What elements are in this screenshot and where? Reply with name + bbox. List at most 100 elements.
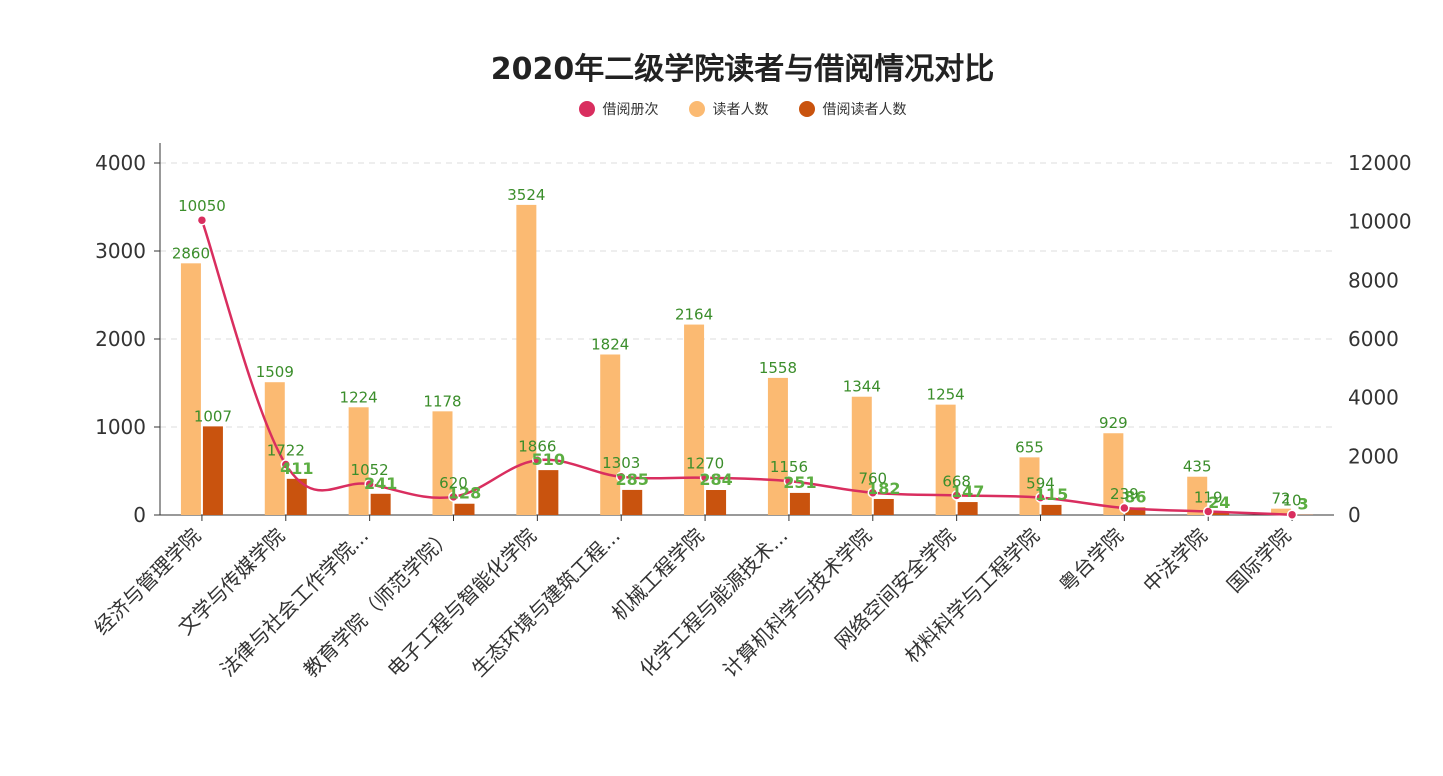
- data-label-reader-count: 1558: [759, 359, 797, 377]
- chart-title: 2020年二级学院读者与借阅情况对比: [490, 52, 995, 87]
- point-borrow-count: [1286, 509, 1298, 520]
- category-label: 法律与社会工作学院...: [215, 524, 373, 682]
- point-borrow-count: [699, 472, 711, 483]
- point-borrow-count: [1119, 502, 1130, 514]
- left-axis-tick-label: 3000: [95, 239, 146, 263]
- data-label-borrow-count: 1866: [518, 437, 556, 455]
- data-label-borrow-count: 594: [1026, 475, 1055, 493]
- point-borrow-count: [448, 491, 459, 503]
- data-label-reader-count: 1178: [423, 392, 461, 410]
- data-label-borrow-count: 1052: [351, 461, 389, 479]
- bar-reader-count: [180, 263, 201, 515]
- bar-reader-count: [600, 354, 621, 515]
- data-label-borrowing-reader-count: 285: [616, 470, 649, 489]
- data-label-borrowing-reader-count: 128: [448, 484, 481, 503]
- data-label-borrowing-reader-count: 3: [1298, 495, 1309, 514]
- left-axis-tick-label: 1000: [95, 415, 146, 439]
- data-label-reader-count: 435: [1183, 458, 1212, 476]
- bar-reader-count: [1019, 457, 1040, 515]
- point-borrow-count: [615, 471, 627, 483]
- data-label-borrowing-reader-count: 284: [699, 470, 732, 489]
- category-label: 教育学院（师范学院）: [299, 524, 457, 682]
- bar-borrowing-reader-count: [1041, 504, 1062, 515]
- data-label-borrow-count: 1270: [686, 455, 724, 473]
- category-label: 粤台学院: [1054, 524, 1128, 598]
- data-label-reader-count: 1344: [843, 378, 881, 396]
- category-label: 中法学院: [1138, 524, 1212, 598]
- legend-marker-reader-count: [688, 101, 705, 117]
- right-axis-tick-label: 8000: [1348, 268, 1399, 292]
- data-label-borrowing-reader-count: 115: [1035, 485, 1068, 504]
- bar-borrowing-reader-count: [538, 470, 559, 515]
- left-axis-tick-label: 2000: [95, 327, 146, 351]
- point-borrow-count: [951, 490, 962, 501]
- bar-reader-count: [264, 382, 285, 515]
- data-label-reader-count: 2860: [172, 244, 210, 262]
- data-label-reader-count: 1824: [591, 335, 629, 353]
- data-label-reader-count: 1509: [256, 363, 294, 381]
- data-label-borrow-count: 1722: [267, 441, 305, 459]
- right-axis-tick-label: 6000: [1348, 327, 1399, 351]
- left-axis-tick-label: 0: [133, 503, 146, 527]
- data-label-borrowing-reader-count: 251: [783, 473, 816, 492]
- legend-item-reader-count[interactable]: 读者人数: [688, 99, 769, 119]
- legend-marker-borrowing-reader-count: [798, 101, 815, 117]
- bar-borrowing-reader-count: [454, 503, 475, 515]
- right-axis-tick-label: 4000: [1348, 386, 1399, 410]
- legend-label-borrowing-reader-count: 借阅读者人数: [822, 102, 907, 118]
- right-axis-tick-label: 2000: [1348, 444, 1399, 468]
- data-label-reader-count: 2164: [675, 306, 713, 324]
- bar-borrowing-reader-count: [1125, 507, 1146, 515]
- data-label-reader-count: 655: [1015, 438, 1044, 456]
- data-label-borrowing-reader-count: 182: [867, 479, 900, 498]
- bar-borrowing-reader-count: [706, 490, 727, 515]
- data-label-borrow-count: 10050: [178, 197, 226, 215]
- data-label-borrowing-reader-count: 510: [532, 450, 565, 469]
- bar-borrowing-reader-count: [1209, 512, 1230, 515]
- data-label-borrow-count: 239: [1110, 485, 1139, 503]
- data-label-borrow-count: 1156: [770, 458, 808, 476]
- bar-borrowing-reader-count: [789, 492, 810, 515]
- right-axis-tick-label: 10000: [1348, 210, 1412, 234]
- data-label-reader-count: 929: [1099, 414, 1128, 432]
- legend-label-borrow-count: 借阅册次: [602, 102, 659, 118]
- category-label: 化学工程与能源技术...: [635, 524, 793, 682]
- data-label-borrow-count: 760: [858, 470, 887, 488]
- data-label-reader-count: 1224: [340, 388, 378, 406]
- data-label-borrowing-reader-count: 147: [951, 482, 984, 501]
- data-label-borrow-count: 620: [439, 474, 468, 492]
- legend-item-borrowing-reader-count[interactable]: 借阅读者人数: [798, 99, 907, 119]
- data-label-borrowing-reader-count: 1007: [194, 407, 232, 425]
- bar-reader-count: [767, 377, 788, 515]
- bar-reader-count: [348, 407, 369, 515]
- bar-borrowing-reader-count: [957, 502, 978, 515]
- bar-reader-count: [1103, 433, 1124, 515]
- bar-reader-count: [935, 404, 956, 515]
- bar-reader-count: [1271, 508, 1292, 515]
- legend: 借阅册次 读者人数 借阅读者人数: [0, 99, 1443, 119]
- category-label: 生态环境与建筑工程...: [467, 524, 625, 682]
- point-borrow-count: [867, 487, 879, 498]
- legend-item-borrow-count[interactable]: 借阅册次: [578, 99, 659, 119]
- point-borrow-count: [280, 459, 292, 470]
- left-axis-tick-label: 4000: [95, 151, 146, 175]
- category-label: 计算机科学与技术学院: [718, 524, 876, 682]
- bar-borrowing-reader-count: [286, 478, 307, 515]
- point-borrow-count: [1202, 506, 1214, 517]
- bar-borrowing-reader-count: [202, 426, 223, 515]
- category-label: 国际学院: [1222, 524, 1296, 598]
- data-label-borrowing-reader-count: 241: [364, 474, 397, 493]
- bar-reader-count: [851, 396, 872, 515]
- right-axis-tick-label: 0: [1348, 503, 1361, 527]
- data-label-borrowing-reader-count: 24: [1208, 493, 1230, 512]
- point-borrow-count: [364, 478, 375, 490]
- bar-borrowing-reader-count: [370, 493, 391, 515]
- bar-borrowing-reader-count: [622, 489, 643, 515]
- data-label-borrow-count: 119: [1194, 489, 1223, 507]
- data-label-borrowing-reader-count: 86: [1124, 487, 1146, 506]
- bar-reader-count: [516, 204, 537, 515]
- bar-borrowing-reader-count: [873, 498, 894, 515]
- data-label-borrow-count: 668: [942, 472, 971, 490]
- data-label-borrow-count: 10: [1283, 492, 1302, 510]
